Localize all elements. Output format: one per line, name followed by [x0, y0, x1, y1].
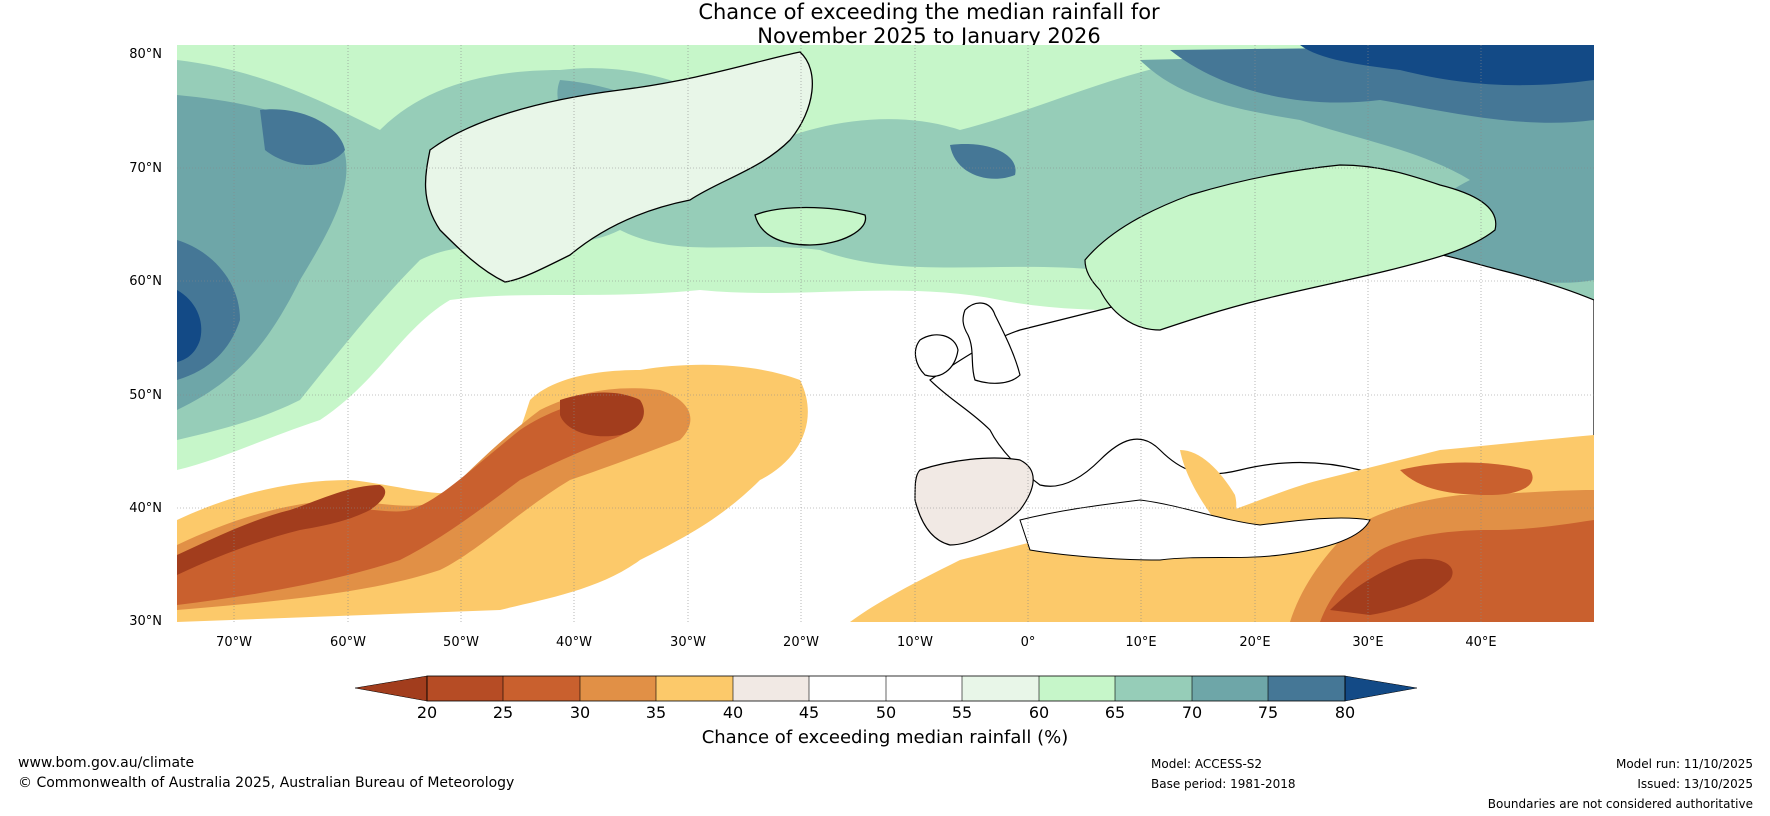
colorbar-bin-20-25	[427, 676, 503, 701]
dry-region-italy	[1180, 450, 1237, 522]
greenland	[424, 51, 813, 283]
footer-issued: Issued: 13/10/2025	[1637, 777, 1753, 791]
colorbar-bin-45-50	[809, 676, 886, 701]
lon-label-10w: 10°W	[897, 635, 933, 650]
colorbar-bin-55-60	[962, 676, 1039, 701]
lat-label-40n: 40°N	[129, 501, 162, 516]
colorbar-tick-45: 45	[798, 703, 820, 722]
lon-label-40w: 40°W	[556, 635, 592, 650]
colorbar-bin-60-65	[1039, 676, 1115, 701]
lat-label-60n: 60°N	[129, 274, 162, 289]
colorbar-tick-75: 75	[1257, 703, 1279, 722]
lon-label-30w: 30°W	[670, 635, 706, 650]
colorbar-high-extend	[1344, 675, 1418, 702]
footer-model-run: Model run: 11/10/2025	[1615, 757, 1753, 771]
lon-label-70w: 70°W	[216, 635, 252, 650]
dry-region-east-med-3	[1330, 558, 1453, 615]
colorbar-bin-30-35	[580, 676, 656, 701]
colorbar-tick-30: 30	[569, 703, 591, 722]
chart-title: Chance of exceeding the median rainfall …	[0, 0, 1770, 48]
footer-model: Model: ACCESS-S2	[1151, 757, 1263, 771]
lon-label-50w: 50°W	[443, 635, 479, 650]
dry-region-mid-atlantic	[560, 392, 644, 437]
lon-label-20e: 20°E	[1239, 635, 1271, 650]
colorbar-tick-80: 80	[1334, 703, 1356, 722]
title-line-1: Chance of exceeding the median rainfall …	[698, 0, 1160, 24]
lon-label-30e: 30°E	[1352, 635, 1384, 650]
graticule	[177, 45, 1594, 622]
dry-region-atlantic-4	[177, 485, 386, 575]
colorbar-bin-35-40	[656, 676, 733, 701]
colorbar-tick-70: 70	[1181, 703, 1203, 722]
footer-url: www.bom.gov.au/climate	[18, 755, 195, 771]
mediterranean	[1019, 499, 1371, 561]
lon-label-10e: 10°E	[1125, 635, 1157, 650]
colorbar-tick-35: 35	[645, 703, 667, 722]
scandinavia	[1084, 164, 1497, 331]
colorbar-bin-65-70	[1115, 676, 1192, 701]
lat-label-50n: 50°N	[129, 388, 162, 403]
ireland	[914, 334, 959, 377]
lat-label-80n: 80°N	[129, 47, 162, 62]
colorbar-tick-50: 50	[875, 703, 897, 722]
colorbar-tick-65: 65	[1104, 703, 1126, 722]
iceland	[754, 206, 867, 246]
colorbar-tick-40: 40	[722, 703, 744, 722]
colorbar-bin-70-75	[1192, 676, 1268, 701]
colorbar	[354, 675, 1418, 702]
lon-label-20w: 20°W	[783, 635, 819, 650]
colorbar-bin-40-45	[733, 676, 809, 701]
colorbar-bin-75-80	[1268, 676, 1345, 701]
colorbar-label: Chance of exceeding median rainfall (%)	[701, 727, 1069, 748]
great-britain	[962, 302, 1021, 384]
wet-region-labrador-max	[177, 290, 202, 362]
wet-region-max-ne	[1300, 45, 1594, 86]
footer-copyright: © Commonwealth of Australia 2025, Austra…	[18, 775, 515, 791]
colorbar-tick-55: 55	[951, 703, 973, 722]
title-line-2: November 2025 to January 2026	[757, 24, 1101, 48]
footer-disclaimer: Boundaries are not considered authoritat…	[1487, 797, 1753, 811]
map-field	[177, 45, 1594, 622]
wet-region-norway-sea	[950, 144, 1016, 179]
dry-region-turkey	[1400, 462, 1533, 495]
dry-region-atlantic-3	[177, 399, 641, 605]
footer-base-period: Base period: 1981-2018	[1151, 777, 1296, 791]
lat-label-30n: 30°N	[129, 614, 162, 629]
colorbar-bin-50-55	[886, 676, 962, 701]
lon-label-0: 0°	[1020, 635, 1036, 650]
colorbar-tick-25: 25	[492, 703, 514, 722]
colorbar-low-extend	[354, 675, 428, 702]
lon-label-40e: 40°E	[1465, 635, 1497, 650]
lat-label-70n: 70°N	[129, 161, 162, 176]
wet-region-baffin	[260, 109, 345, 165]
colorbar-tick-60: 60	[1028, 703, 1050, 722]
colorbar-bin-25-30	[503, 676, 580, 701]
lon-label-60w: 60°W	[330, 635, 366, 650]
colorbar-tick-20: 20	[416, 703, 438, 722]
iberia	[914, 457, 1034, 546]
